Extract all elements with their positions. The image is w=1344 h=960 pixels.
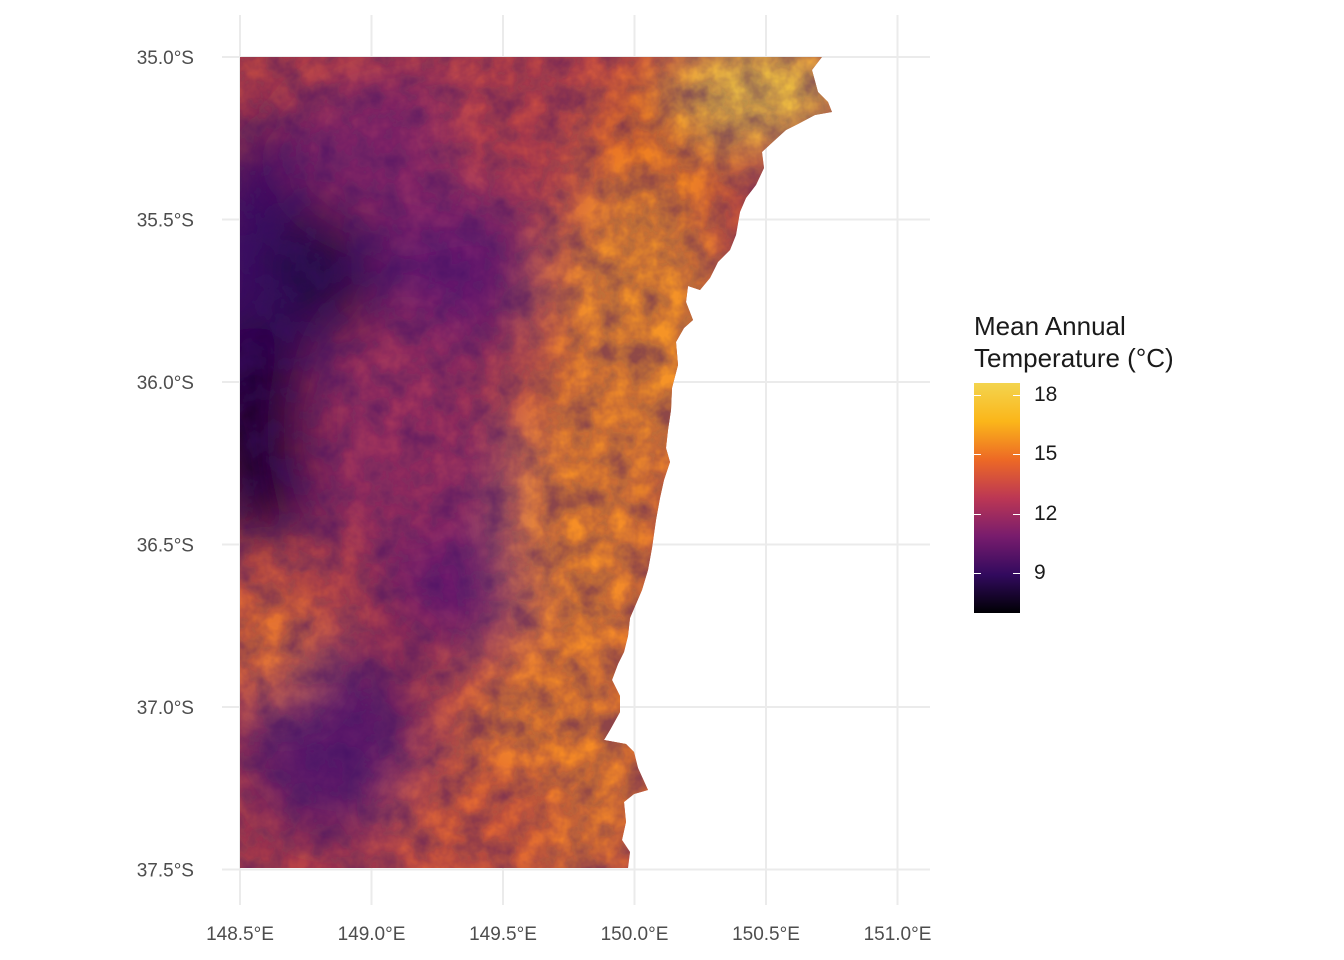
legend-title-line-1: Mean Annual	[974, 311, 1126, 341]
legend-tick-label: 18	[1034, 382, 1058, 406]
x-tick-label: 149.0°E	[338, 924, 406, 945]
x-tick-label: 149.5°E	[469, 924, 537, 945]
y-tick-label: 37.0°S	[137, 698, 194, 719]
y-tick-label: 35.0°S	[137, 48, 194, 69]
legend-tick-mark-right	[1013, 573, 1020, 575]
x-tick-label: 150.0°E	[601, 924, 669, 945]
legend-tick-mark-right	[1013, 394, 1020, 396]
legend-tick-mark-right	[1013, 513, 1020, 515]
legend-tick-label: 12	[1034, 501, 1058, 525]
y-tick-label: 37.5°S	[137, 861, 194, 882]
y-tick-label: 35.5°S	[137, 211, 194, 232]
y-tick-label: 36.5°S	[137, 536, 194, 557]
temperature-raster	[240, 57, 832, 868]
legend-tick-mark-left	[974, 454, 981, 456]
legend-tick-mark-left	[974, 394, 981, 396]
x-tick-label: 151.0°E	[864, 924, 932, 945]
legend-title-line-2: Temperature (°C)	[974, 343, 1174, 373]
legend-tick-mark-left	[974, 513, 981, 515]
x-tick-label: 150.5°E	[732, 924, 800, 945]
legend-tick-mark-left	[974, 573, 981, 575]
x-axis-tick-labels: 148.5°E 149.0°E 149.5°E 150.0°E 150.5°E 151.0…	[206, 924, 931, 945]
y-tick-label: 36.0°S	[137, 373, 194, 394]
y-axis-tick-labels: 35.0°S 35.5°S 36.0°S 36.5°S 37.0°S 37.5°S	[137, 48, 194, 882]
legend-tick-label: 15	[1034, 442, 1058, 466]
legend-title: Mean Annual Temperature (°C)	[974, 310, 1174, 374]
legend-colorbar	[974, 383, 1020, 613]
legend-tick-mark-right	[1013, 454, 1020, 456]
legend-tick-label: 9	[1034, 561, 1046, 585]
x-tick-label: 148.5°E	[206, 924, 274, 945]
